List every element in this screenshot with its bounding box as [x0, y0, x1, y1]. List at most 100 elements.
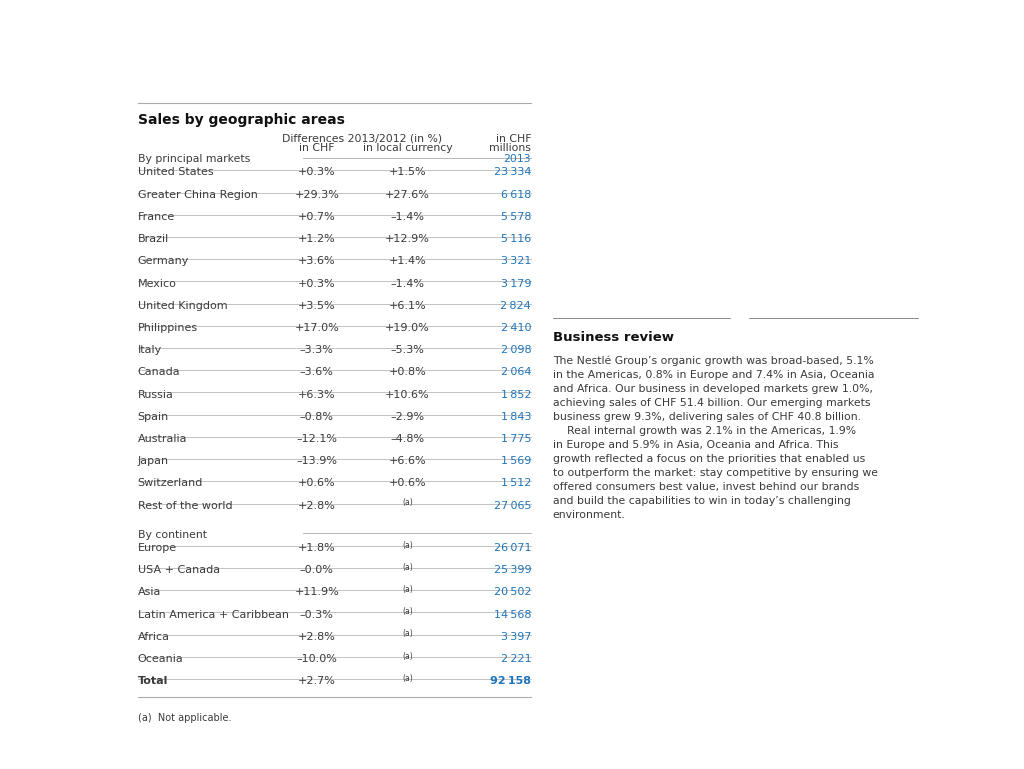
Text: +0.8%: +0.8% — [388, 368, 426, 378]
Text: 14 568: 14 568 — [494, 610, 531, 620]
Text: 1 852: 1 852 — [501, 390, 531, 400]
Text: Europe: Europe — [137, 543, 177, 553]
Text: +0.7%: +0.7% — [298, 212, 336, 222]
Text: +0.6%: +0.6% — [388, 478, 426, 488]
Text: +3.5%: +3.5% — [298, 301, 336, 311]
Text: +1.2%: +1.2% — [298, 234, 336, 244]
Text: +11.9%: +11.9% — [295, 588, 339, 598]
Text: (a)  Not applicable.: (a) Not applicable. — [137, 713, 231, 723]
Text: +1.4%: +1.4% — [388, 256, 426, 266]
Text: 2013: 2013 — [504, 155, 531, 165]
Text: Rest of the world: Rest of the world — [137, 501, 232, 511]
Text: Total: Total — [137, 676, 168, 686]
Text: +1.5%: +1.5% — [388, 168, 426, 178]
Text: 1 775: 1 775 — [501, 434, 531, 444]
Text: in CHF: in CHF — [299, 142, 335, 152]
Text: –0.3%: –0.3% — [300, 610, 334, 620]
Text: (a): (a) — [402, 674, 413, 683]
Text: 6 618: 6 618 — [501, 190, 531, 200]
Text: –5.3%: –5.3% — [390, 345, 424, 355]
Text: 1 569: 1 569 — [501, 456, 531, 466]
Text: Greater China Region: Greater China Region — [137, 190, 257, 200]
Text: +27.6%: +27.6% — [385, 190, 430, 200]
Text: Oceania: Oceania — [137, 654, 183, 664]
Text: +6.6%: +6.6% — [388, 456, 426, 466]
Text: –3.3%: –3.3% — [300, 345, 334, 355]
Text: +2.8%: +2.8% — [298, 501, 336, 511]
Text: +12.9%: +12.9% — [385, 234, 430, 244]
Text: Differences 2013/2012 (in %): Differences 2013/2012 (in %) — [282, 134, 442, 144]
Text: Italy: Italy — [137, 345, 162, 355]
Text: 3 321: 3 321 — [501, 256, 531, 266]
Text: –0.8%: –0.8% — [300, 411, 334, 421]
Text: 92 158: 92 158 — [490, 676, 531, 686]
Text: 2 410: 2 410 — [501, 323, 531, 333]
Text: +6.3%: +6.3% — [298, 390, 336, 400]
Text: (a): (a) — [402, 608, 413, 616]
Text: in CHF: in CHF — [496, 134, 531, 144]
Text: The Nestlé Group’s organic growth was broad-based, 5.1%
in the Americas, 0.8% in: The Nestlé Group’s organic growth was br… — [553, 356, 878, 521]
Text: Japan: Japan — [137, 456, 169, 466]
Text: Russia: Russia — [137, 390, 173, 400]
Text: +1.8%: +1.8% — [298, 543, 336, 553]
Text: –1.4%: –1.4% — [390, 278, 424, 288]
Text: –0.0%: –0.0% — [300, 565, 334, 575]
Text: 23 334: 23 334 — [494, 168, 531, 178]
Text: 5 116: 5 116 — [501, 234, 531, 244]
Text: Switzerland: Switzerland — [137, 478, 203, 488]
Text: 2 824: 2 824 — [501, 301, 531, 311]
Text: Philippines: Philippines — [137, 323, 198, 333]
Text: 27 065: 27 065 — [494, 501, 531, 511]
Text: Mexico: Mexico — [137, 278, 176, 288]
Text: Spain: Spain — [137, 411, 169, 421]
Text: +2.7%: +2.7% — [298, 676, 336, 686]
Text: Africa: Africa — [137, 631, 170, 641]
Text: By principal markets: By principal markets — [137, 155, 250, 165]
Text: Germany: Germany — [137, 256, 188, 266]
Text: Latin America + Caribbean: Latin America + Caribbean — [137, 610, 289, 620]
Text: (a): (a) — [402, 629, 413, 638]
Text: (a): (a) — [402, 651, 413, 661]
Text: 20 502: 20 502 — [494, 588, 531, 598]
Text: 2 221: 2 221 — [501, 654, 531, 664]
Text: Sales by geographic areas: Sales by geographic areas — [137, 113, 344, 127]
Text: +10.6%: +10.6% — [385, 390, 430, 400]
Text: United Kingdom: United Kingdom — [137, 301, 227, 311]
Text: 3 397: 3 397 — [501, 631, 531, 641]
Text: +2.8%: +2.8% — [298, 631, 336, 641]
Text: (a): (a) — [402, 498, 413, 508]
Text: 1 512: 1 512 — [501, 478, 531, 488]
Text: 26 071: 26 071 — [494, 543, 531, 553]
Text: 3 179: 3 179 — [501, 278, 531, 288]
Text: Business review: Business review — [553, 331, 674, 344]
Text: 25 399: 25 399 — [494, 565, 531, 575]
Text: –10.0%: –10.0% — [296, 654, 337, 664]
Text: United States: United States — [137, 168, 213, 178]
Text: 1 843: 1 843 — [501, 411, 531, 421]
Text: –12.1%: –12.1% — [296, 434, 337, 444]
Text: –13.9%: –13.9% — [296, 456, 337, 466]
Text: (a): (a) — [402, 541, 413, 550]
Text: +29.3%: +29.3% — [295, 190, 339, 200]
Text: +6.1%: +6.1% — [388, 301, 426, 311]
Text: +17.0%: +17.0% — [295, 323, 339, 333]
Text: +0.3%: +0.3% — [298, 278, 336, 288]
Text: USA + Canada: USA + Canada — [137, 565, 220, 575]
Text: –4.8%: –4.8% — [390, 434, 424, 444]
Text: +0.6%: +0.6% — [298, 478, 336, 488]
Text: Brazil: Brazil — [137, 234, 169, 244]
Text: +19.0%: +19.0% — [385, 323, 430, 333]
Text: in local currency: in local currency — [362, 142, 453, 152]
Text: –2.9%: –2.9% — [390, 411, 424, 421]
Text: 2 098: 2 098 — [501, 345, 531, 355]
Text: Canada: Canada — [137, 368, 180, 378]
Text: France: France — [137, 212, 175, 222]
Text: –1.4%: –1.4% — [390, 212, 424, 222]
Text: –3.6%: –3.6% — [300, 368, 334, 378]
Text: millions: millions — [489, 142, 531, 152]
Text: By continent: By continent — [137, 530, 207, 540]
Text: 5 578: 5 578 — [501, 212, 531, 222]
Text: Asia: Asia — [137, 588, 161, 598]
Text: +0.3%: +0.3% — [298, 168, 336, 178]
Text: Australia: Australia — [137, 434, 187, 444]
